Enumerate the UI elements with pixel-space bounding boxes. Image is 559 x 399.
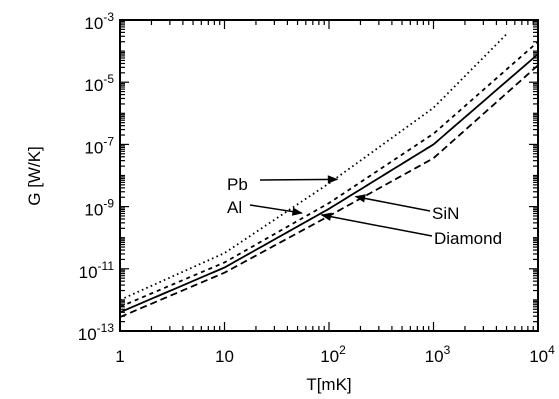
series-line-pb	[119, 33, 508, 301]
x-tick-label: 103	[425, 343, 451, 366]
series-line-al	[119, 41, 539, 308]
x-tick-label: 102	[320, 343, 346, 366]
y-tick-label: 10-11	[79, 259, 115, 282]
y-tick-label: 10-7	[84, 134, 114, 157]
annotation-label-al: Al	[227, 198, 242, 217]
annotation-arrow-sin	[354, 194, 431, 212]
series-lines	[119, 33, 539, 318]
x-tick-label: 1	[115, 347, 124, 366]
annotation-arrow-pb	[259, 175, 339, 184]
y-tick-label: 10-13	[78, 321, 115, 344]
annotation-label-pb: Pb	[227, 175, 248, 194]
annotation-arrow-diamond	[320, 212, 433, 237]
annotation-label-diamond: Diamond	[434, 229, 502, 248]
series-line-diamond	[119, 64, 539, 318]
x-tick-label: 10	[215, 347, 234, 366]
annotation-arrow-al	[249, 204, 303, 216]
y-tick-label: 10-5	[84, 72, 114, 95]
y-tick-labels: 10-13 10-11 10-9 10-7 10-5 10-3	[78, 10, 115, 344]
x-tick-label: 104	[529, 343, 555, 366]
y-axis-label: G [W/K]	[25, 146, 44, 206]
y-tick-label: 10-3	[84, 10, 114, 33]
x-axis-label: T[mK]	[306, 375, 351, 394]
y-tick-label: 10-9	[84, 197, 114, 220]
axis-ticks	[119, 20, 538, 332]
series-line-sin	[119, 53, 539, 314]
x-tick-labels: 1 10 102 103 104	[115, 343, 555, 366]
annotations: Pb Al SiN Diamond	[227, 175, 502, 248]
annotation-label-sin: SiN	[432, 204, 459, 223]
